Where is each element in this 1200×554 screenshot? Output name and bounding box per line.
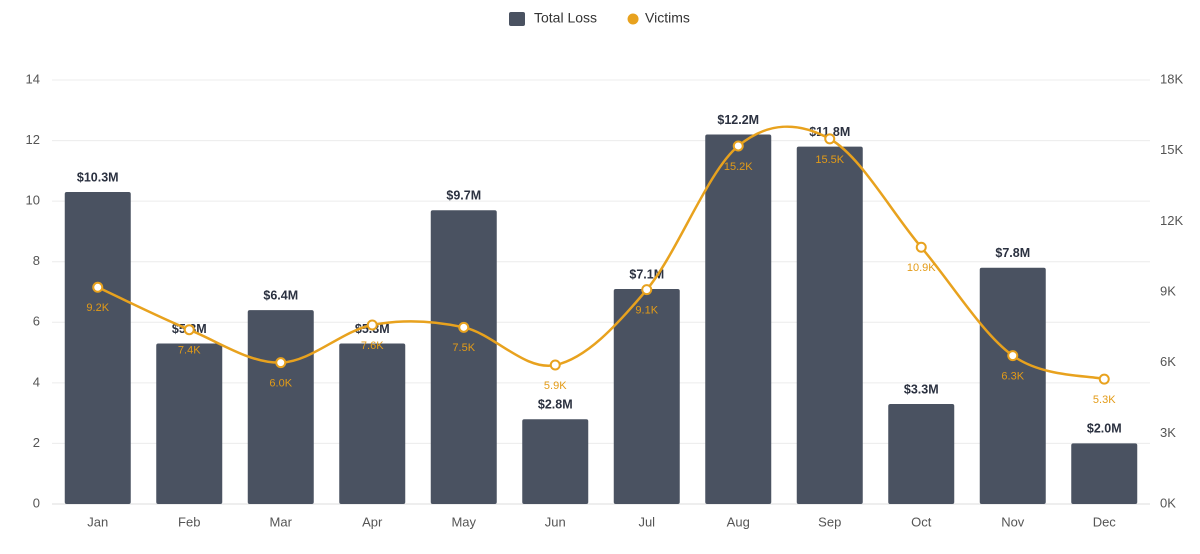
y-tick-label: 4 [33, 374, 40, 389]
bar [613, 288, 680, 504]
bar [522, 419, 589, 504]
x-tick-label: Feb [178, 514, 200, 529]
y-tick-label: 14 [26, 71, 40, 86]
point-value-label: 6.3K [1001, 371, 1024, 383]
y-tick-label: 10 [26, 193, 40, 208]
bar [796, 146, 863, 504]
y-tick-label: 12 [26, 132, 40, 147]
line-point [183, 324, 195, 336]
point-value-label: 9.2K [86, 302, 109, 314]
point-value-label: 7.6K [361, 340, 384, 352]
point-value-label: 7.5K [452, 342, 475, 354]
line-point [92, 281, 104, 293]
bar-value-label: $10.3M [77, 170, 119, 184]
y2-tick-label: 18K [1160, 71, 1183, 86]
y-tick-label: 8 [33, 253, 40, 268]
x-tick-label: Nov [1001, 514, 1025, 529]
legend-item[interactable]: Total Loss [509, 10, 597, 26]
line-point [1098, 373, 1110, 385]
x-tick-label: May [451, 514, 476, 529]
bar-value-label: $6.4M [263, 288, 298, 302]
line-point [549, 359, 561, 371]
y2-tick-label: 9K [1160, 283, 1176, 298]
point-value-label: 5.9K [544, 380, 567, 392]
y-tick-label: 6 [33, 314, 40, 329]
bar [705, 134, 772, 504]
x-tick-label: Jul [638, 514, 655, 529]
x-tick-label: Dec [1093, 514, 1117, 529]
point-value-label: 10.9K [907, 262, 936, 274]
line-point [915, 241, 927, 253]
point-value-label: 6.0K [269, 378, 292, 390]
y-tick-label: 2 [33, 435, 40, 450]
bar-value-label: $12.2M [717, 113, 759, 127]
legend-label: Total Loss [534, 10, 597, 26]
bar-value-label: $7.8M [995, 246, 1030, 260]
legend-item[interactable]: Victims [627, 10, 690, 26]
x-tick-label: Oct [911, 514, 932, 529]
point-value-label: 5.3K [1093, 394, 1116, 406]
y2-tick-label: 3K [1160, 425, 1176, 440]
x-tick-label: Jun [545, 514, 566, 529]
bar [979, 267, 1046, 504]
legend-swatch [627, 13, 639, 25]
line-point [366, 319, 378, 331]
point-value-label: 7.4K [178, 345, 201, 357]
point-value-label: 15.5K [815, 154, 844, 166]
bar [64, 192, 131, 505]
bar-value-label: $2.8M [538, 397, 573, 411]
y2-tick-label: 15K [1160, 142, 1183, 157]
bar [430, 210, 497, 504]
bar [1071, 443, 1138, 504]
bar-value-label: $3.3M [904, 382, 939, 396]
line-point [1007, 350, 1019, 362]
bar [888, 404, 955, 504]
x-tick-label: Sep [818, 514, 841, 529]
bar [247, 310, 314, 504]
x-tick-label: Mar [270, 514, 293, 529]
line-point [732, 140, 744, 152]
point-value-label: 9.1K [635, 305, 658, 317]
legend-label: Victims [645, 10, 690, 26]
line-point [824, 133, 836, 145]
y2-tick-label: 12K [1160, 213, 1183, 228]
y2-tick-label: 0K [1160, 495, 1176, 510]
bar-value-label: $11.8M [809, 125, 850, 139]
line-point [275, 357, 287, 369]
y-tick-label: 0 [33, 495, 40, 510]
x-tick-label: Jan [87, 514, 108, 529]
legend-swatch [509, 12, 525, 26]
bar [339, 343, 406, 504]
line-point [641, 284, 653, 296]
point-value-label: 15.2K [724, 161, 753, 173]
line-point [458, 321, 470, 333]
x-tick-label: Aug [727, 514, 750, 529]
bar-value-label: $2.0M [1087, 422, 1122, 436]
y2-tick-label: 6K [1160, 354, 1176, 369]
bar-value-label: $9.7M [446, 189, 481, 203]
x-tick-label: Apr [362, 514, 383, 529]
bar [156, 343, 223, 504]
